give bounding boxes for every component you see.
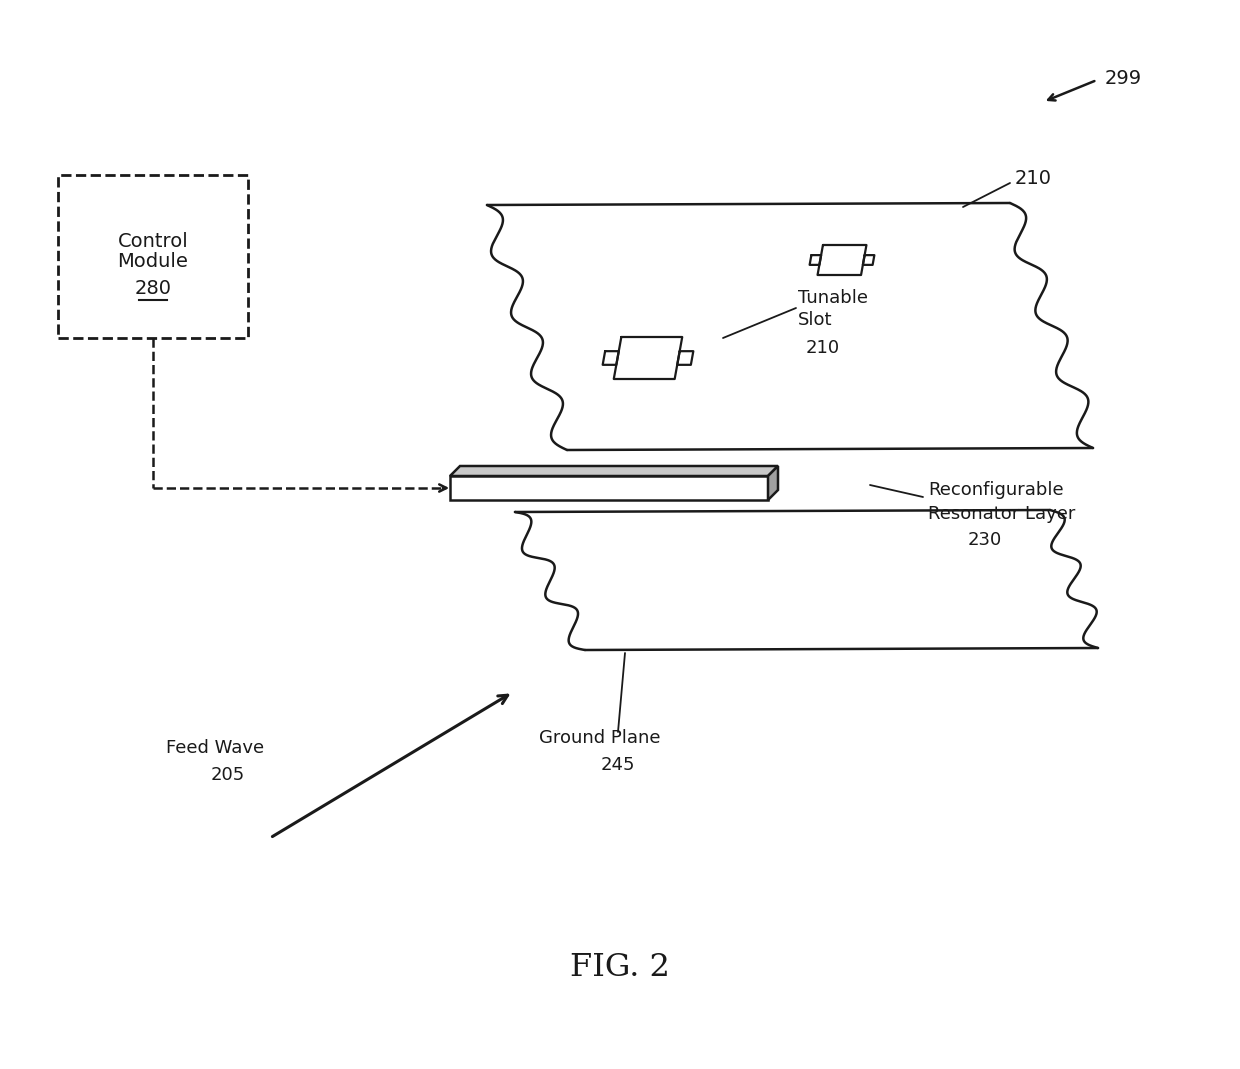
Text: Feed Wave: Feed Wave [166,739,264,757]
Text: 205: 205 [211,766,246,784]
Text: 299: 299 [1105,68,1142,88]
Text: 245: 245 [600,756,635,774]
Polygon shape [810,255,821,265]
Text: Module: Module [118,252,188,272]
Text: Tunable: Tunable [799,289,868,307]
Polygon shape [817,245,867,275]
Polygon shape [614,337,682,379]
Polygon shape [677,352,693,365]
Polygon shape [603,352,619,365]
Text: Resonator Layer: Resonator Layer [928,505,1075,523]
Polygon shape [450,476,768,500]
Text: Control: Control [118,232,188,251]
Polygon shape [487,203,1092,450]
Polygon shape [863,255,874,265]
Text: FIG. 2: FIG. 2 [570,952,670,983]
Text: 280: 280 [134,279,171,298]
FancyBboxPatch shape [58,175,248,338]
Polygon shape [515,510,1097,650]
Text: 210: 210 [1016,169,1052,187]
Text: 230: 230 [968,531,1002,549]
Polygon shape [768,466,777,500]
Polygon shape [450,466,777,476]
Text: Slot: Slot [799,311,832,329]
Text: Reconfigurable: Reconfigurable [928,481,1064,499]
Text: Ground Plane: Ground Plane [539,729,661,747]
Text: 210: 210 [806,339,841,357]
